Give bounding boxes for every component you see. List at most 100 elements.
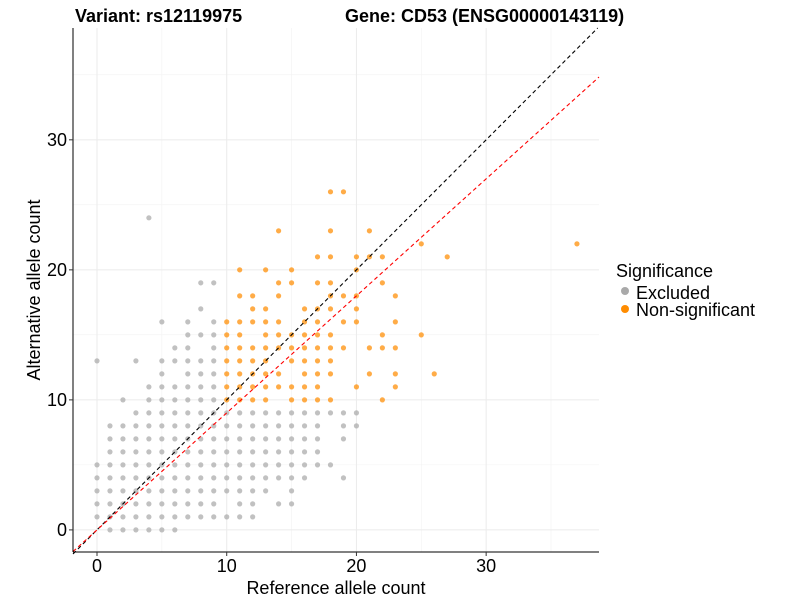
legend-title: Significance <box>616 261 713 281</box>
point-excluded <box>237 514 243 520</box>
point-excluded <box>159 514 165 520</box>
point-excluded <box>211 371 217 377</box>
point-excluded <box>211 488 217 494</box>
point-non-significant <box>340 189 347 195</box>
point-excluded <box>94 475 100 481</box>
point-non-significant <box>288 280 295 286</box>
point-excluded <box>107 462 113 468</box>
legend-label-excluded: Excluded <box>636 283 710 303</box>
point-excluded <box>327 410 334 416</box>
point-excluded <box>198 397 204 403</box>
point-excluded <box>172 527 178 533</box>
point-non-significant <box>288 397 295 403</box>
point-excluded <box>159 436 165 442</box>
point-non-significant <box>250 345 256 351</box>
point-non-significant <box>327 397 334 403</box>
point-excluded <box>224 514 230 520</box>
point-excluded <box>172 462 178 468</box>
point-non-significant <box>250 306 256 312</box>
point-excluded <box>146 410 152 416</box>
reference-line-fit <box>72 76 600 552</box>
point-non-significant <box>366 228 373 234</box>
point-excluded <box>276 449 282 455</box>
point-non-significant <box>224 319 230 325</box>
point-non-significant <box>392 293 398 299</box>
point-non-significant <box>314 254 321 260</box>
point-excluded <box>172 436 178 442</box>
point-excluded <box>263 410 269 416</box>
point-excluded <box>159 384 165 390</box>
point-excluded <box>301 410 308 416</box>
point-excluded <box>120 397 126 403</box>
point-excluded <box>288 436 295 442</box>
point-non-significant <box>237 332 243 338</box>
point-non-significant <box>263 332 269 338</box>
point-excluded <box>185 332 191 338</box>
point-excluded <box>107 475 113 481</box>
point-non-significant <box>224 358 230 364</box>
point-excluded <box>198 488 204 494</box>
point-non-significant <box>392 371 398 377</box>
point-excluded <box>314 449 321 455</box>
point-excluded <box>288 462 295 468</box>
point-excluded <box>250 488 256 494</box>
point-excluded <box>159 319 165 325</box>
point-excluded <box>94 514 100 520</box>
point-non-significant <box>392 384 398 390</box>
point-excluded <box>159 501 165 507</box>
point-excluded <box>263 436 269 442</box>
point-excluded <box>224 475 230 481</box>
point-non-significant <box>327 189 334 195</box>
x-tick-label: 30 <box>476 556 496 576</box>
point-excluded <box>120 449 126 455</box>
y-tick-label: 0 <box>57 520 67 540</box>
point-excluded <box>263 475 269 481</box>
point-non-significant <box>327 332 334 338</box>
point-excluded <box>133 410 139 416</box>
point-excluded <box>224 462 230 468</box>
point-excluded <box>314 423 321 429</box>
point-excluded <box>94 501 100 507</box>
point-non-significant <box>379 332 385 338</box>
point-excluded <box>159 475 165 481</box>
point-non-significant <box>263 306 269 312</box>
point-excluded <box>198 358 204 364</box>
point-excluded <box>133 501 139 507</box>
point-non-significant <box>237 345 243 351</box>
point-excluded <box>198 462 204 468</box>
point-excluded <box>224 488 230 494</box>
point-excluded <box>211 423 217 429</box>
point-excluded <box>94 358 100 364</box>
point-non-significant <box>301 397 308 403</box>
point-excluded <box>185 397 191 403</box>
point-excluded <box>120 488 126 494</box>
point-excluded <box>340 410 347 416</box>
point-excluded <box>172 423 178 429</box>
point-excluded <box>185 345 191 351</box>
point-excluded <box>107 488 113 494</box>
point-excluded <box>172 397 178 403</box>
point-excluded <box>120 462 126 468</box>
point-excluded <box>120 527 126 533</box>
point-non-significant <box>288 358 295 364</box>
point-non-significant <box>288 267 295 273</box>
point-non-significant <box>353 384 360 390</box>
point-excluded <box>159 449 165 455</box>
point-excluded <box>237 475 243 481</box>
point-non-significant <box>276 293 282 299</box>
point-non-significant <box>314 397 321 403</box>
point-excluded <box>353 423 360 429</box>
point-excluded <box>107 449 113 455</box>
point-excluded <box>185 514 191 520</box>
point-excluded <box>198 449 204 455</box>
point-excluded <box>120 436 126 442</box>
point-excluded <box>250 410 256 416</box>
point-excluded <box>107 527 113 533</box>
point-excluded <box>250 462 256 468</box>
point-excluded <box>301 462 308 468</box>
point-excluded <box>237 501 243 507</box>
point-non-significant <box>392 345 398 351</box>
point-excluded <box>159 410 165 416</box>
y-tick-label: 30 <box>47 130 67 150</box>
